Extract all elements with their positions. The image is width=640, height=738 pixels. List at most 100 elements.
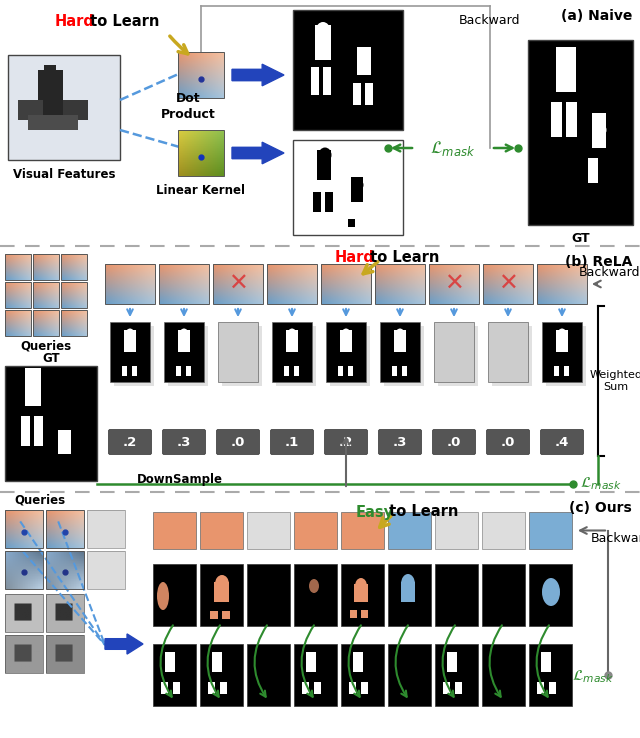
Bar (388, 644, 431, 706)
Ellipse shape (179, 328, 189, 339)
Bar (306, 652, 316, 672)
Bar (87, 551, 125, 589)
Text: Backward: Backward (579, 266, 640, 278)
Bar (294, 564, 337, 626)
Bar (528, 40, 633, 225)
FancyBboxPatch shape (378, 430, 422, 455)
Bar (434, 322, 474, 382)
Bar (375, 264, 425, 304)
Bar (218, 322, 258, 382)
Bar (61, 254, 87, 280)
Bar (317, 150, 331, 180)
Bar (208, 682, 215, 694)
Bar (220, 682, 227, 694)
Ellipse shape (557, 328, 566, 339)
Ellipse shape (396, 328, 404, 339)
Bar (549, 682, 556, 694)
Bar (186, 366, 191, 376)
Bar (210, 611, 218, 619)
Bar (325, 192, 333, 212)
Ellipse shape (26, 376, 40, 392)
Bar (5, 310, 31, 336)
Text: (c) Ours: (c) Ours (569, 501, 632, 515)
Bar (214, 582, 229, 602)
Bar (61, 310, 87, 336)
Bar (21, 416, 30, 446)
Text: ✕: ✕ (498, 272, 518, 296)
Bar (529, 564, 572, 626)
Ellipse shape (359, 49, 371, 61)
Text: Backward: Backward (591, 532, 640, 545)
Bar (315, 25, 331, 60)
Bar (354, 584, 368, 602)
Bar (46, 551, 84, 589)
Bar (388, 564, 431, 626)
Ellipse shape (316, 22, 330, 38)
Bar (124, 330, 136, 352)
Ellipse shape (157, 582, 169, 610)
Bar (284, 366, 289, 376)
Bar (529, 644, 572, 706)
Text: .2: .2 (123, 435, 137, 449)
FancyBboxPatch shape (486, 430, 529, 455)
Bar (267, 264, 317, 304)
Bar (313, 192, 321, 212)
Ellipse shape (125, 328, 134, 339)
Text: to Learn: to Learn (384, 505, 458, 520)
Bar (554, 366, 559, 376)
Bar (482, 512, 525, 549)
Bar (348, 366, 353, 376)
Bar (556, 330, 568, 352)
Bar (326, 322, 366, 382)
Bar (5, 510, 43, 548)
Bar (438, 326, 478, 386)
Text: Linear Kernel: Linear Kernel (157, 184, 246, 196)
Ellipse shape (593, 123, 607, 137)
Bar (429, 264, 479, 304)
Text: .3: .3 (177, 435, 191, 449)
Text: .0: .0 (447, 435, 461, 449)
FancyBboxPatch shape (163, 430, 205, 455)
Bar (173, 682, 180, 694)
Text: to Learn: to Learn (365, 250, 440, 266)
Bar (330, 326, 370, 386)
Text: Hard: Hard (55, 15, 95, 30)
Bar (178, 130, 224, 176)
Bar (286, 330, 298, 352)
Bar (546, 326, 586, 386)
Bar (321, 264, 371, 304)
Bar (338, 366, 343, 376)
Bar (492, 326, 532, 386)
Bar (443, 682, 450, 694)
Bar (161, 682, 168, 694)
Bar (293, 10, 403, 130)
Bar (61, 282, 87, 308)
Bar (349, 682, 356, 694)
Bar (222, 326, 262, 386)
FancyBboxPatch shape (324, 430, 367, 455)
Bar (537, 682, 544, 694)
Text: Backward: Backward (460, 13, 521, 27)
Bar (200, 512, 243, 549)
Text: GT: GT (42, 351, 60, 365)
Bar (5, 366, 97, 481)
Bar (200, 564, 243, 626)
Ellipse shape (309, 579, 319, 593)
Bar (114, 326, 154, 386)
Bar (122, 366, 127, 376)
Bar (178, 330, 190, 352)
Bar (153, 512, 196, 549)
Bar (341, 512, 384, 549)
Bar (542, 322, 582, 382)
Bar (8, 55, 120, 160)
Bar (110, 322, 150, 382)
Text: Hard: Hard (335, 250, 375, 266)
Bar (294, 366, 299, 376)
Ellipse shape (287, 328, 296, 339)
Bar (294, 644, 337, 706)
Bar (247, 564, 290, 626)
Bar (222, 611, 230, 619)
Bar (33, 282, 59, 308)
Bar (5, 254, 31, 280)
Text: ✕: ✕ (444, 272, 464, 296)
